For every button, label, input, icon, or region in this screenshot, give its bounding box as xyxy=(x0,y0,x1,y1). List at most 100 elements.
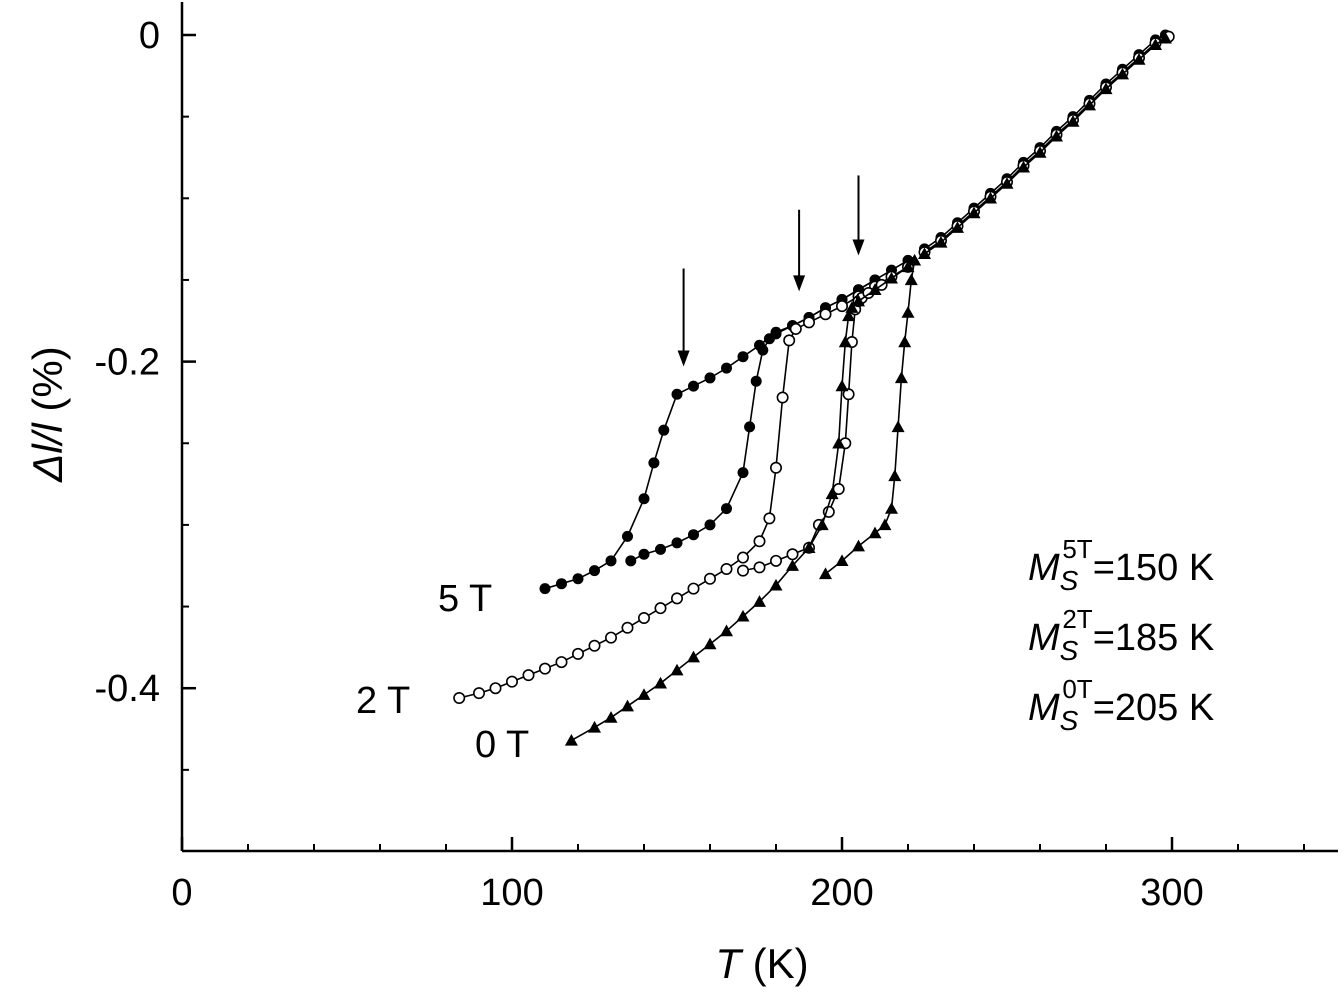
data-point-0t xyxy=(1000,177,1014,189)
arrows-layer xyxy=(677,175,865,367)
data-point-0t xyxy=(951,221,964,233)
data-point-0t xyxy=(918,247,931,260)
data-point-0t xyxy=(564,733,578,746)
data-point-0t xyxy=(901,306,915,318)
series-line-0t-cooling xyxy=(571,266,909,742)
data-point-0t xyxy=(825,487,839,500)
series-line-5t-tail xyxy=(924,34,1166,250)
data-point-5t xyxy=(704,519,716,531)
data-point-5t xyxy=(704,372,716,384)
curve-label-5t: 5 T xyxy=(438,578,492,620)
data-point-0t xyxy=(904,273,918,286)
data-point-0t xyxy=(845,301,859,313)
data-point-0t xyxy=(885,271,898,284)
data-point-0t xyxy=(888,469,902,482)
arrow-head xyxy=(852,239,865,256)
data-point-2t xyxy=(489,682,502,695)
data-point-5t xyxy=(638,548,650,560)
data-point-2t xyxy=(472,687,485,700)
data-point-5t xyxy=(625,555,637,567)
data-point-0t xyxy=(786,559,799,571)
data-point-2t xyxy=(637,611,650,624)
data-point-0t xyxy=(852,539,865,552)
data-point-0t xyxy=(654,676,667,689)
x-axis-label: T (K) xyxy=(715,940,808,987)
data-point-5t xyxy=(721,362,732,374)
data-point-2t xyxy=(819,308,832,321)
data-point-0t xyxy=(891,420,905,433)
series-0t xyxy=(564,31,1172,746)
data-point-2t xyxy=(835,300,848,313)
x-tick-label: 0 xyxy=(171,872,192,914)
data-point-2t xyxy=(538,662,551,675)
data-point-2t xyxy=(453,691,466,704)
data-point-0t xyxy=(670,663,684,676)
axes: 0 100 200 300 0 -0.2 -0.4 xyxy=(95,2,1338,914)
transition-arrow xyxy=(852,175,865,256)
data-point-5t xyxy=(556,578,567,590)
data-point-2t xyxy=(505,675,518,688)
series-2t xyxy=(453,30,1175,704)
data-point-0t xyxy=(736,609,750,622)
data-point-2t xyxy=(802,316,815,329)
data-point-0t xyxy=(1099,82,1113,95)
data-point-2t xyxy=(604,631,617,644)
data-point-0t xyxy=(1132,52,1146,65)
data-point-5t xyxy=(744,421,756,433)
data-point-0t xyxy=(842,309,856,322)
curve-label-0t: 0 T xyxy=(475,724,529,766)
x-tick-label: 200 xyxy=(810,872,873,914)
data-point-0t xyxy=(1066,115,1080,127)
data-point-2t xyxy=(522,669,535,682)
data-point-2t xyxy=(621,621,634,634)
data-point-2t xyxy=(789,322,802,335)
data-point-2t xyxy=(753,535,766,548)
data-point-0t xyxy=(815,518,829,531)
data-point-5t xyxy=(589,565,600,577)
data-point-2t xyxy=(769,461,782,474)
data-point-2t xyxy=(736,551,749,564)
data-point-0t xyxy=(838,335,852,348)
data-point-0t xyxy=(832,436,846,449)
transition-arrow xyxy=(677,268,690,367)
data-point-2t xyxy=(786,548,799,561)
data-point-0t xyxy=(868,526,882,539)
y-tick-label: -0.4 xyxy=(95,668,160,710)
data-point-5t xyxy=(688,529,699,541)
data-point-2t xyxy=(842,388,855,401)
curve-label-2t: 2 T xyxy=(356,680,410,722)
data-point-0t xyxy=(894,371,908,384)
data-point-5t xyxy=(737,351,749,363)
annotation-ms-5t: MS5T=150 K xyxy=(1028,534,1214,596)
data-point-0t xyxy=(720,624,733,637)
data-point-0t xyxy=(1116,67,1129,80)
data-point-5t xyxy=(605,555,617,567)
data-point-0t xyxy=(934,235,948,248)
data-point-0t xyxy=(1149,38,1162,50)
data-point-5t xyxy=(671,388,683,400)
data-point-5t xyxy=(622,530,633,542)
data-point-5t xyxy=(737,467,749,479)
x-tick-label: 300 xyxy=(1140,872,1203,914)
transition-arrow xyxy=(793,209,806,292)
data-point-5t xyxy=(770,328,782,340)
data-point-0t xyxy=(588,720,601,733)
data-point-0t xyxy=(637,688,651,700)
y-tick-label: -0.2 xyxy=(95,342,160,384)
data-point-2t xyxy=(588,639,601,652)
data-point-0t xyxy=(868,283,882,295)
transition-annotations: MS5T=150 K MS2T=185 K MS0T=205 K xyxy=(1028,534,1214,736)
series-line-2t-heating xyxy=(742,284,883,572)
data-point-2t xyxy=(753,561,766,574)
arrow-head xyxy=(793,275,806,292)
data-point-5t xyxy=(750,375,762,387)
data-point-0t xyxy=(1017,160,1030,173)
data-point-0t xyxy=(908,253,922,266)
data-point-0t xyxy=(819,567,832,580)
data-point-0t xyxy=(885,502,898,514)
data-point-0t xyxy=(898,335,912,348)
data-point-2t xyxy=(654,602,667,615)
data-point-0t xyxy=(984,191,997,204)
data-point-5t xyxy=(658,424,670,436)
data-point-0t xyxy=(621,699,634,712)
